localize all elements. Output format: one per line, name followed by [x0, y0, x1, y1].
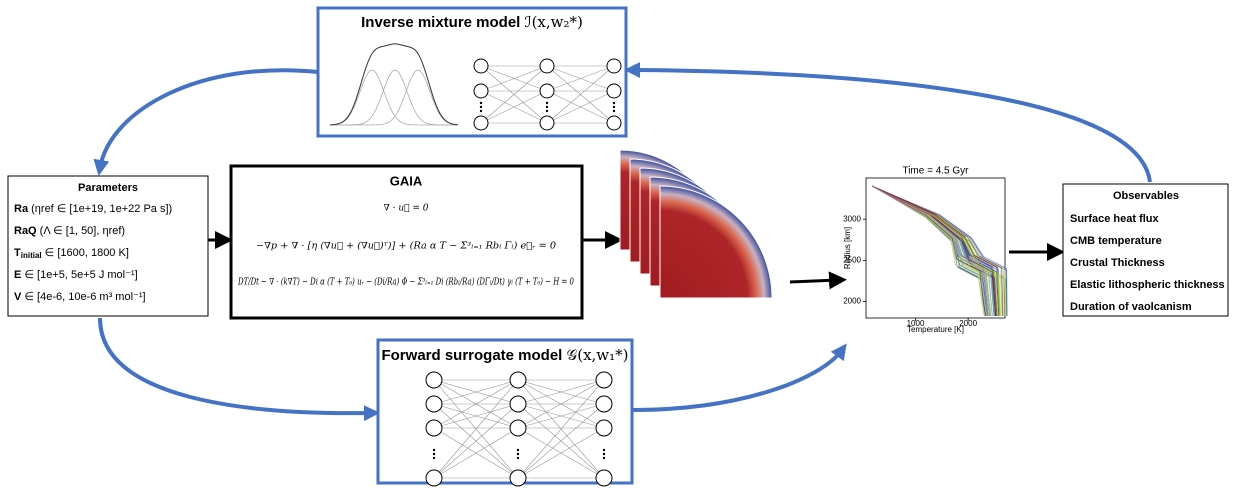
node — [540, 116, 554, 130]
arrow — [100, 318, 372, 413]
diagram: Inverse mixture model ℐ(x,w₂*) Parameter… — [0, 0, 1234, 490]
plot-title: Time = 4.5 Gyr — [902, 166, 969, 177]
arrow — [790, 280, 838, 282]
node — [510, 372, 526, 388]
ellipsis-dot — [433, 449, 435, 451]
node — [426, 372, 442, 388]
node — [474, 59, 488, 73]
node — [426, 420, 442, 436]
ellipsis-dot — [613, 106, 615, 108]
mantle-slice — [660, 186, 772, 298]
ellipsis-dot — [546, 102, 548, 104]
node — [596, 470, 612, 486]
parameter: Ra (ηref ∈ [1e+19, 1e+22 Pa s]) — [14, 203, 172, 215]
parameter: V ∈ [4e-6, 10e-6 m³ mol⁻¹] — [14, 291, 146, 303]
node — [596, 372, 612, 388]
mantle-slices — [620, 150, 772, 298]
ellipsis-dot — [480, 102, 482, 104]
ellipsis-dot — [603, 449, 605, 451]
arrow — [100, 70, 318, 168]
parameter-detail: ∈ [1e+5, 5e+5 J mol⁻¹] — [21, 269, 137, 281]
ellipsis-dot — [546, 106, 548, 108]
parameters-title: Parameters — [78, 182, 138, 194]
ellipsis-dot — [603, 457, 605, 459]
y-tick-label: 3000 — [843, 214, 861, 223]
node — [540, 59, 554, 73]
parameter: E ∈ [1e+5, 5e+5 J mol⁻¹] — [14, 269, 138, 281]
x-tick-label: 2000 — [959, 319, 977, 328]
node — [510, 396, 526, 412]
node — [510, 470, 526, 486]
equation: DT/Dt − ∇ · (k∇T) − Di α (T + T₀) uᵣ − (… — [237, 277, 574, 288]
ellipsis-dot — [613, 102, 615, 104]
observable: Surface heat flux — [1070, 213, 1160, 225]
ellipsis-dot — [603, 453, 605, 455]
node — [426, 396, 442, 412]
gaia-title: GAIA — [390, 173, 423, 188]
parameter-detail: ∈ [4e-6, 10e-6 m³ mol⁻¹] — [21, 291, 145, 303]
arrow — [632, 70, 1150, 182]
observable: Elastic lithospheric thickness — [1070, 279, 1225, 291]
parameter: RaQ (Λ ∈ [1, 50], ηref) — [14, 225, 125, 237]
y-tick-label: 2500 — [843, 255, 861, 264]
ellipsis-dot — [433, 457, 435, 459]
parameter-detail: ∈ [1600, 1800 K] — [42, 247, 129, 259]
ellipsis-dot — [517, 453, 519, 455]
ellipsis-dot — [613, 110, 615, 112]
parameter-label: Ra — [14, 203, 29, 215]
node — [596, 396, 612, 412]
node — [607, 84, 621, 98]
inverse-model-title: Inverse mixture model ℐ(x,w₂*) — [361, 13, 583, 31]
equation: −∇p + ∇ · [η (∇u⃗ + (∇u⃗)ᵀ)] + (Ra α T −… — [256, 241, 556, 252]
parameter-label-sub: initial — [21, 251, 42, 260]
observable: CMB temperature — [1070, 235, 1162, 247]
y-tick-label: 2000 — [843, 297, 861, 306]
parameter-detail: (Λ ∈ [1, 50], ηref) — [37, 225, 125, 237]
ellipsis-dot — [546, 110, 548, 112]
equation: ∇ · u⃗ = 0 — [383, 204, 428, 214]
node — [474, 116, 488, 130]
node — [510, 420, 526, 436]
observables-title: Observables — [1113, 190, 1179, 202]
observable: Crustal Thickness — [1070, 257, 1165, 269]
arrow — [632, 350, 842, 410]
ellipsis-dot — [517, 457, 519, 459]
node — [426, 470, 442, 486]
parameter-label: E — [14, 269, 21, 281]
parameter-detail: (ηref ∈ [1e+19, 1e+22 Pa s]) — [28, 203, 172, 215]
ellipsis-dot — [433, 453, 435, 455]
ellipsis-dot — [480, 110, 482, 112]
parameter-label: RaQ — [14, 225, 37, 237]
node — [596, 420, 612, 436]
node — [540, 84, 554, 98]
node — [607, 116, 621, 130]
forward-model-title: Forward surrogate model 𝒢(x,w₁*) — [381, 346, 628, 364]
ellipsis-dot — [480, 106, 482, 108]
observables-box — [1063, 184, 1228, 316]
ellipsis-dot — [517, 449, 519, 451]
observable: Duration of vaolcanism — [1070, 301, 1192, 313]
x-tick-label: 1000 — [907, 319, 925, 328]
node — [474, 84, 488, 98]
node — [607, 59, 621, 73]
